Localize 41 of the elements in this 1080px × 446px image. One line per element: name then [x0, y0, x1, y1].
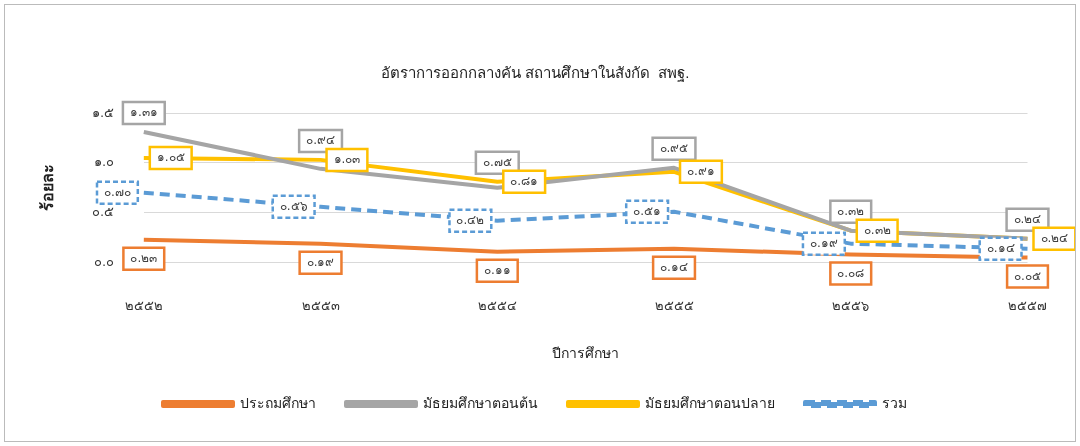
x-tick-label: ๒๕๕๒	[124, 297, 163, 313]
x-tick-label: ๒๕๕๔	[477, 297, 517, 313]
data-label: ๐.๔๒	[456, 212, 485, 227]
data-label: ๐.๒๔	[1013, 211, 1042, 226]
data-label: ๐.๑๔	[660, 259, 688, 274]
legend-label: มัธยมศึกษาตอนปลาย	[645, 394, 775, 411]
y-tick-label: ๑.๕	[92, 104, 114, 120]
y-tick-label: ๐.๕	[92, 204, 114, 220]
data-label: ๐.๒๔	[1040, 230, 1069, 245]
data-label: ๐.๑๑	[483, 262, 511, 277]
data-label: ๐.๐๕	[1014, 268, 1041, 283]
legend-label: มัธยมศึกษาตอนต้น	[423, 394, 538, 411]
data-label: ๐.๒๓	[130, 250, 158, 265]
data-label: ๐.๗๐	[103, 184, 131, 199]
y-tick-label: ๑.๐	[94, 154, 114, 170]
chart-title: อัตราการออกกลางคัน สถานศึกษาในสังกัด สพฐ.	[380, 64, 690, 83]
x-tick-label: ๒๕๕๗	[1008, 297, 1047, 313]
data-label: ๐.๐๘	[837, 265, 865, 280]
data-label: ๐.๙๕	[659, 140, 689, 155]
y-axis-title: ร้อยละ	[39, 164, 57, 212]
legend-label: ประถมศึกษา	[240, 394, 316, 411]
y-tick-label: ๐.๐	[94, 254, 114, 270]
x-tick-label: ๒๕๕๖	[832, 297, 870, 313]
data-label: ๑.๐๕	[156, 150, 185, 165]
data-label: ๐.๓๒	[837, 203, 865, 218]
data-label: ๐.๗๕	[482, 154, 512, 169]
data-label: ๑.๓๑	[129, 105, 158, 120]
data-label: ๐.๑๙	[306, 254, 335, 269]
data-label: ๐.๑๔	[986, 240, 1015, 255]
data-label: ๑.๐๓	[333, 152, 361, 166]
x-axis-title: ปีการศึกษา	[552, 345, 620, 362]
x-tick-label: ๒๕๕๕	[654, 297, 694, 313]
data-label: ๐.๘๑	[510, 173, 539, 188]
data-label: ๐.๕๑	[633, 203, 662, 218]
data-label: ๐.๙๔	[306, 133, 335, 147]
data-label: ๐.๓๒	[863, 222, 891, 237]
data-label: ๐.๑๙	[809, 235, 838, 250]
legend-label: รวม	[882, 394, 907, 411]
data-label: ๐.๕๖	[279, 198, 308, 213]
x-tick-label: ๒๕๕๓	[301, 297, 340, 313]
data-label: ๐.๙๑	[687, 163, 715, 178]
